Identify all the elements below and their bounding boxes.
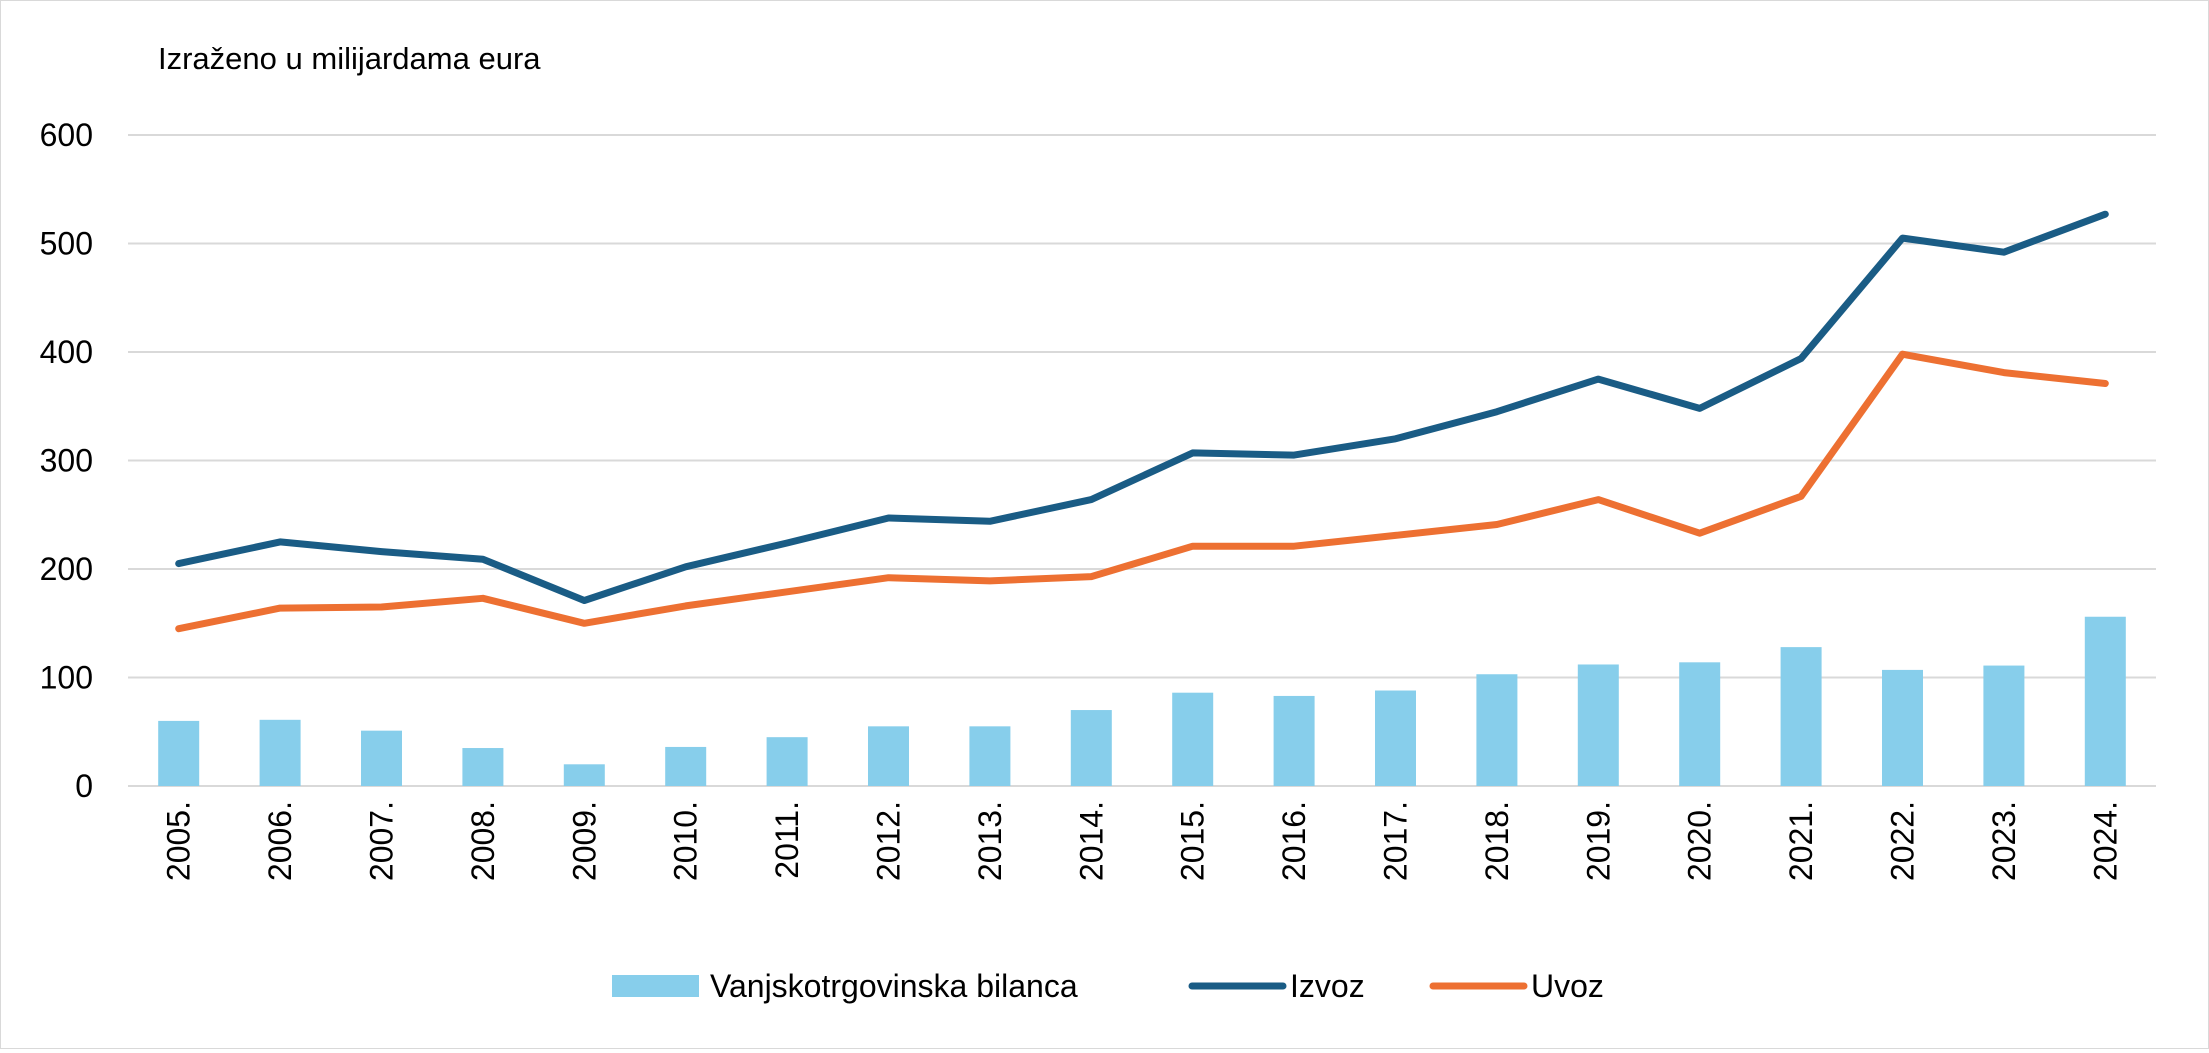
- x-tick-label: 2012.: [871, 801, 907, 881]
- bar: [969, 726, 1011, 786]
- bar: [1476, 674, 1518, 786]
- x-tick-label: 2006.: [262, 801, 298, 881]
- x-tick-label: 2022.: [1885, 801, 1921, 881]
- legend-label: Izvoz: [1290, 968, 1365, 1004]
- bar: [1375, 690, 1416, 786]
- x-tick-label: 2021.: [1783, 801, 1819, 881]
- bar: [2084, 616, 2126, 786]
- x-axis-ticks: 2005. 2006. 2007. 2008. 2009. 2010. 2011. 2012.…: [161, 801, 2124, 881]
- x-tick-label: 2017.: [1378, 801, 1414, 881]
- bar: [1273, 695, 1315, 786]
- series-line-uvoz: [175, 350, 2109, 633]
- bar: [766, 737, 808, 786]
- line-series: [175, 210, 2109, 633]
- legend-label: Vanjskotrgovinska bilanca: [710, 968, 1078, 1004]
- x-tick-label: 2018.: [1479, 801, 1515, 881]
- bar: [158, 720, 200, 786]
- bar: [1882, 669, 1923, 786]
- legend: Vanjskotrgovinska bilanca Izvoz Uvoz: [612, 968, 1604, 1004]
- x-tick-label: 2007.: [364, 801, 400, 881]
- bar-series: [158, 616, 2126, 786]
- x-tick-label: 2019.: [1580, 801, 1616, 881]
- x-tick-label: 2014.: [1073, 801, 1109, 881]
- legend-swatch-bar: [612, 975, 699, 997]
- y-tick-label: 500: [40, 226, 93, 262]
- y-tick-label: 100: [40, 660, 93, 696]
- x-tick-label: 2005.: [161, 801, 197, 881]
- legend-label: Uvoz: [1531, 968, 1604, 1004]
- y-tick-label: 600: [40, 117, 93, 153]
- x-tick-label: 2016.: [1276, 801, 1312, 881]
- bar: [361, 730, 402, 786]
- bar: [868, 726, 909, 786]
- y-tick-label: 300: [40, 443, 93, 479]
- bar: [665, 746, 707, 786]
- x-tick-label: 2020.: [1682, 801, 1718, 881]
- bar: [462, 748, 504, 786]
- x-tick-label: 2008.: [465, 801, 501, 881]
- x-tick-label: 2023.: [1986, 801, 2022, 881]
- bar: [1983, 665, 2025, 786]
- x-tick-label: 2013.: [972, 801, 1008, 881]
- bar: [1577, 664, 1619, 786]
- bar: [1780, 647, 1822, 786]
- chart-subtitle: Izraženo u milijardama eura: [158, 41, 541, 76]
- x-tick-label: 2010.: [668, 801, 704, 881]
- x-tick-label: 2024.: [2087, 801, 2123, 881]
- series-line-izvoz: [175, 210, 2109, 604]
- x-tick-label: 2015.: [1175, 801, 1211, 881]
- y-axis-ticks: 0 100 200 300 400 500 600: [40, 117, 93, 804]
- y-tick-label: 200: [40, 551, 93, 587]
- y-tick-label: 0: [75, 768, 93, 804]
- x-tick-label: 2009.: [566, 801, 602, 881]
- bar: [1172, 692, 1214, 786]
- bar: [1679, 662, 1721, 786]
- bar: [563, 764, 605, 786]
- bar: [259, 719, 301, 786]
- bar: [1070, 710, 1112, 786]
- grid-lines: [128, 134, 2156, 787]
- y-tick-label: 400: [40, 334, 93, 370]
- x-tick-label: 2011.: [769, 801, 805, 879]
